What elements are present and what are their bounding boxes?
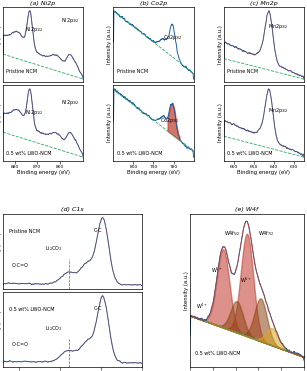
Text: W4f$_{7/2}$: W4f$_{7/2}$ — [258, 230, 275, 239]
X-axis label: Binding energy (eV): Binding energy (eV) — [17, 170, 70, 175]
Text: Co2p$_{3/2}$: Co2p$_{3/2}$ — [163, 33, 183, 42]
X-axis label: Binding energy (eV): Binding energy (eV) — [127, 170, 180, 175]
Text: Pristine NCM: Pristine NCM — [227, 69, 258, 75]
Text: Ni2p$_{3/2}$: Ni2p$_{3/2}$ — [61, 99, 79, 107]
Text: W$^{5+}$: W$^{5+}$ — [211, 265, 223, 275]
Title: (a) Ni2p: (a) Ni2p — [30, 1, 56, 6]
Text: Pristine NCM: Pristine NCM — [9, 229, 40, 234]
Text: Li$_2$CO$_3$: Li$_2$CO$_3$ — [45, 244, 62, 253]
Y-axis label: Intensity (a.u.): Intensity (a.u.) — [0, 26, 2, 65]
Title: (c) Mn2p: (c) Mn2p — [250, 1, 278, 6]
Title: (d) C1s: (d) C1s — [61, 207, 84, 212]
Y-axis label: Intensity (a.u.): Intensity (a.u.) — [218, 104, 223, 142]
Text: 0.5 wt% LWO-NCM: 0.5 wt% LWO-NCM — [195, 351, 240, 356]
Y-axis label: Intensity (a.u.): Intensity (a.u.) — [184, 271, 189, 310]
Text: Ni2p$_{1/2}$: Ni2p$_{1/2}$ — [25, 26, 44, 35]
Text: Co2p$_{3/2}$: Co2p$_{3/2}$ — [160, 116, 180, 125]
Text: C-C: C-C — [93, 306, 102, 311]
Text: Mn2p$_{3/2}$: Mn2p$_{3/2}$ — [268, 23, 289, 32]
Y-axis label: Intensity (a.u.): Intensity (a.u.) — [107, 104, 112, 142]
Text: 0.5 wt% LWO-NCM: 0.5 wt% LWO-NCM — [227, 151, 273, 155]
Text: 0.5 wt% LWO-NCM: 0.5 wt% LWO-NCM — [6, 151, 52, 155]
Text: Pristine NCM: Pristine NCM — [117, 69, 148, 75]
Y-axis label: Intensity (a.u.): Intensity (a.u.) — [107, 26, 112, 65]
Y-axis label: Intensity (a.u.): Intensity (a.u.) — [0, 310, 2, 349]
Text: W$^{5+}$: W$^{5+}$ — [240, 276, 252, 285]
Text: Pristine NCM: Pristine NCM — [6, 69, 37, 75]
Text: W4f$_{5/2}$: W4f$_{5/2}$ — [224, 230, 241, 239]
Text: C-C: C-C — [93, 228, 102, 233]
Y-axis label: Intensity (a.u.): Intensity (a.u.) — [0, 232, 2, 271]
Text: O-C=O: O-C=O — [11, 342, 28, 347]
Title: (e) W4f: (e) W4f — [235, 207, 259, 212]
X-axis label: Binding energy (eV): Binding energy (eV) — [237, 170, 290, 175]
Text: O-C=O: O-C=O — [11, 263, 28, 268]
Text: Ni2p$_{3/2}$: Ni2p$_{3/2}$ — [61, 17, 79, 26]
Text: 0.5 wt% LWO-NCM: 0.5 wt% LWO-NCM — [9, 307, 54, 312]
Text: Ni2p$_{1/2}$: Ni2p$_{1/2}$ — [25, 109, 44, 117]
Text: 0.5 wt% LWO-NCM: 0.5 wt% LWO-NCM — [117, 151, 162, 155]
Title: (b) Co2p: (b) Co2p — [140, 1, 167, 6]
Y-axis label: Intensity (a.u.): Intensity (a.u.) — [218, 26, 223, 65]
Text: Mn2p$_{3/2}$: Mn2p$_{3/2}$ — [268, 106, 289, 115]
Text: W$^{4+}$: W$^{4+}$ — [196, 302, 208, 311]
Y-axis label: Intensity (a.u.): Intensity (a.u.) — [0, 104, 2, 142]
Text: Li$_2$CO$_3$: Li$_2$CO$_3$ — [45, 324, 62, 333]
